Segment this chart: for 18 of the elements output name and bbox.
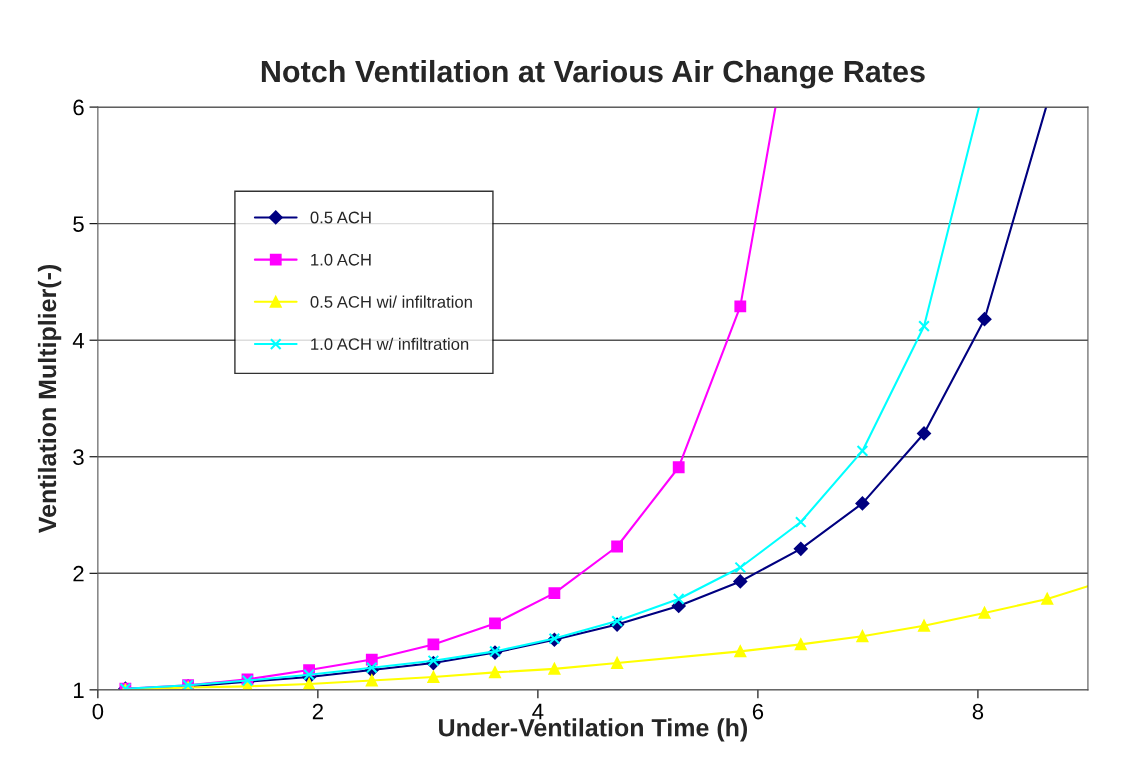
y-tick-label: 2: [73, 565, 84, 582]
y-tick-label: 1: [74, 682, 84, 698]
x-tick-label: 8: [972, 703, 984, 720]
chart-title: Notch Ventilation at Various Air Change Rates: [261, 59, 925, 89]
x-tick-label: 0: [92, 703, 104, 720]
y-tick-label: 5: [73, 216, 84, 232]
legend-label: 0.5 ACH: [310, 211, 371, 224]
x-tick-label: 2: [312, 703, 323, 720]
legend-label: 0.5 ACH wi/ infiltration: [310, 295, 472, 308]
x-tick-label: 6: [752, 703, 764, 720]
y-tick-label: 3: [73, 449, 84, 466]
y-axis-title: Ventilation Multiplier(-): [37, 264, 62, 534]
x-tick-label: 4: [532, 703, 544, 720]
y-tick-label: 4: [72, 332, 85, 349]
legend-label: 1.0 ACH: [311, 253, 371, 266]
y-tick-label: 6: [73, 99, 84, 116]
x-axis-title: Under-Ventilation Time (h): [439, 718, 748, 742]
legend-label: 1.0 ACH w/ infiltration: [311, 337, 469, 351]
